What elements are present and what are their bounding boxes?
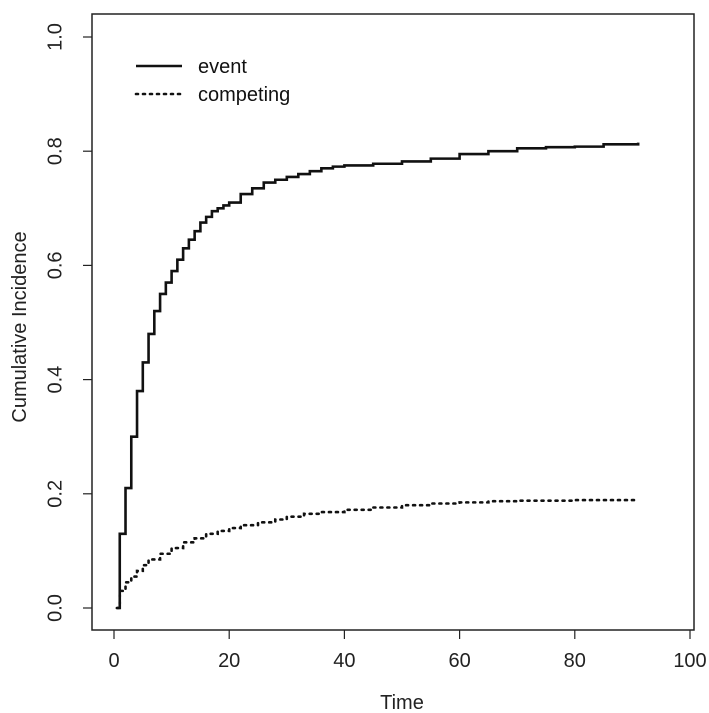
y-axis: 0.0 0.2 0.4 0.6 0.8 1.0 — [44, 23, 92, 622]
x-tick-label: 60 — [448, 650, 470, 672]
y-tick-label: 0.6 — [44, 251, 66, 279]
plot-box — [91, 13, 695, 631]
y-axis-title: Cumulative Incidence — [9, 231, 31, 422]
x-tick-label: 80 — [564, 650, 586, 672]
legend-label-event: event — [198, 56, 247, 78]
series-line-competing — [115, 498, 640, 610]
x-axis-title: Time — [380, 692, 424, 713]
x-tick-label: 20 — [218, 650, 240, 672]
y-tick-label: 0.4 — [44, 366, 66, 394]
x-tick-label: 100 — [673, 650, 706, 672]
series-layer — [115, 142, 640, 610]
y-tick-label: 0.8 — [44, 137, 66, 165]
x-tick-label: 0 — [108, 650, 119, 672]
x-tick-label: 40 — [333, 650, 355, 672]
y-tick-label: 0.0 — [44, 594, 66, 622]
series-line-event — [116, 142, 640, 610]
x-axis: 0 20 40 60 80 100 — [108, 629, 707, 672]
legend: event competing — [134, 56, 290, 106]
legend-label-competing: competing — [198, 84, 290, 106]
y-tick-label: 1.0 — [44, 23, 66, 51]
y-tick-label: 0.2 — [44, 480, 66, 508]
